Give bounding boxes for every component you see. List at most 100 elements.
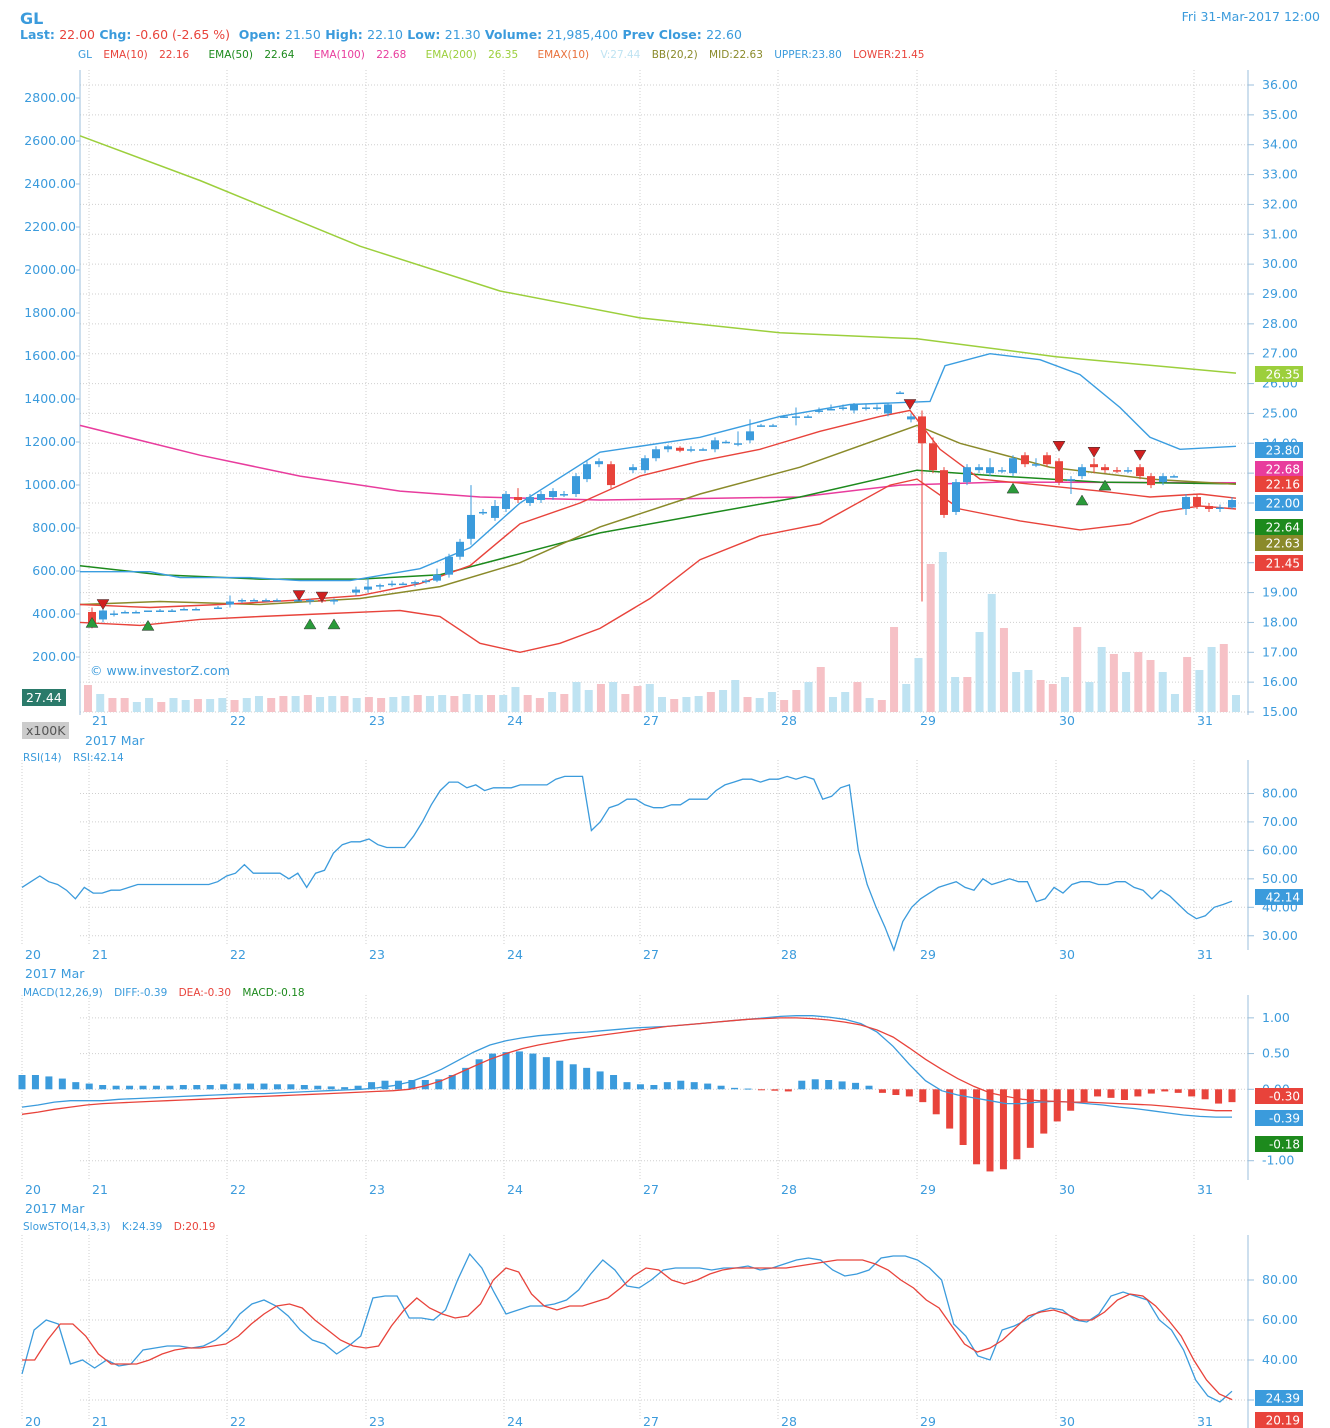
candle-body [896,392,904,395]
price-last-tag-text: 26.35 [1266,368,1300,382]
volume-bar [291,696,300,712]
macd-hist-bar [878,1089,886,1093]
volume-bar [1158,672,1167,712]
volume-bar [1170,694,1179,712]
macd-hist-bar [327,1086,335,1090]
candle-body [1021,455,1029,465]
macd-hist-bar [677,1080,685,1090]
volume-bar [621,694,630,712]
macd-hist-bar [529,1053,537,1090]
symbol-title: GL [20,9,44,28]
candle-body [467,514,475,539]
macd-hist-bar [193,1085,201,1090]
candle-body [699,449,707,451]
candle-body [238,600,246,602]
volume-bar [413,695,422,712]
macd-hist-bar [1107,1089,1115,1098]
macd-hist-bar [206,1085,214,1090]
price-x-tick: 21 [92,713,108,728]
macd-hist-bar [932,1089,940,1115]
macd-last-tag-text: -0.39 [1269,1112,1300,1126]
price-tick-label: 31.00 [1262,226,1298,241]
macd-hist-bar [179,1085,187,1090]
open-value: 21.50 [285,27,321,42]
macd-hist-bar [556,1060,564,1090]
sell-marker [1052,441,1066,452]
rsi-x-tick: 28 [781,947,797,962]
candle-body [262,600,270,602]
sto-x-tick: 30 [1059,1414,1075,1428]
candle-body [121,611,129,614]
candle-body [306,600,314,602]
rsi-tick-label: 50.00 [1262,871,1298,886]
low-value: 21.30 [444,27,481,42]
volume-bar [975,632,984,712]
volume-tick-label: 1800.00 [24,305,76,320]
volume-bar [242,698,251,712]
volume-bar [535,698,544,712]
macd-hist-bar [1188,1089,1196,1097]
macd-hist-bar [771,1089,779,1091]
candle-body [722,441,730,444]
watermark: © www.investorZ.com [90,663,230,678]
sto-last-tag: 24.39 [1255,1390,1303,1406]
volume-bar [316,697,325,712]
macd-hist-bar [273,1084,281,1090]
volume-tick-label: 600.00 [32,563,76,578]
macd-hist-bar [919,1089,927,1103]
candle-body [294,600,302,602]
legend-ema100-value: 22.68 [376,49,407,61]
rsi-x-tick: 29 [920,947,936,962]
volume-bar [560,694,569,712]
legend-ema50: EMA(50) 22.64 [209,49,303,61]
price-last-tag-bg [1255,366,1303,382]
volume-bar [828,697,837,712]
volume-tick-label: 400.00 [32,606,76,621]
sto-name: SlowSTO(14,3,3) [23,1221,111,1233]
candle-body [652,449,660,459]
macd-macd: MACD:-0.18 [242,987,305,999]
candle-body [214,607,222,609]
price-tick-label: 16.00 [1262,674,1298,689]
price-x-tick: 29 [920,713,936,728]
macd-hist-bar [368,1082,376,1090]
sto-legend: SlowSTO(14,3,3) K:24.39 D:20.19 [23,1221,223,1233]
volume-bar [1109,654,1118,712]
candle-body [110,613,118,615]
sto-x-tick: 27 [643,1414,659,1428]
macd-hist-bar [18,1075,26,1090]
volume-bar [169,698,178,712]
volume-bar [987,594,996,712]
candle-body [827,408,835,411]
volume-bar [670,699,679,712]
volume-bar [523,695,532,712]
macd-hist-bar [811,1079,819,1090]
macd-hist-bar [825,1080,833,1090]
volume-bar [780,700,789,712]
candle-body [595,461,603,465]
macd-hist-bar [583,1067,591,1090]
volume-bar [755,698,764,712]
price-last-tag: 22.16 [1255,476,1303,492]
volume-bar [267,698,276,712]
macd-tick-label: 0.50 [1262,1046,1290,1061]
macd-hist-bar [1120,1089,1128,1100]
macd-hist-bar [166,1085,174,1090]
macd-hist-bar [1161,1089,1169,1092]
price-last-tag-bg [1255,442,1303,458]
high-label: High: [325,27,363,42]
bb-upper-line [80,352,1237,582]
macd-hist-bar [448,1075,456,1090]
legend-ema10: EMA(10) 22.16 [103,49,197,61]
macd-tick-label: -1.00 [1262,1153,1294,1168]
macd-diff-line [21,1015,1232,1118]
candle-body [352,589,360,593]
macd-hist-bar [744,1088,752,1090]
candle-body [1078,467,1086,477]
candle-body [192,608,200,611]
price-last-tag-text: 22.16 [1266,478,1300,492]
candle-body [862,407,870,409]
macd-hist-bar [112,1085,120,1090]
candle-body [180,608,188,611]
macd-hist-bar [462,1067,470,1090]
